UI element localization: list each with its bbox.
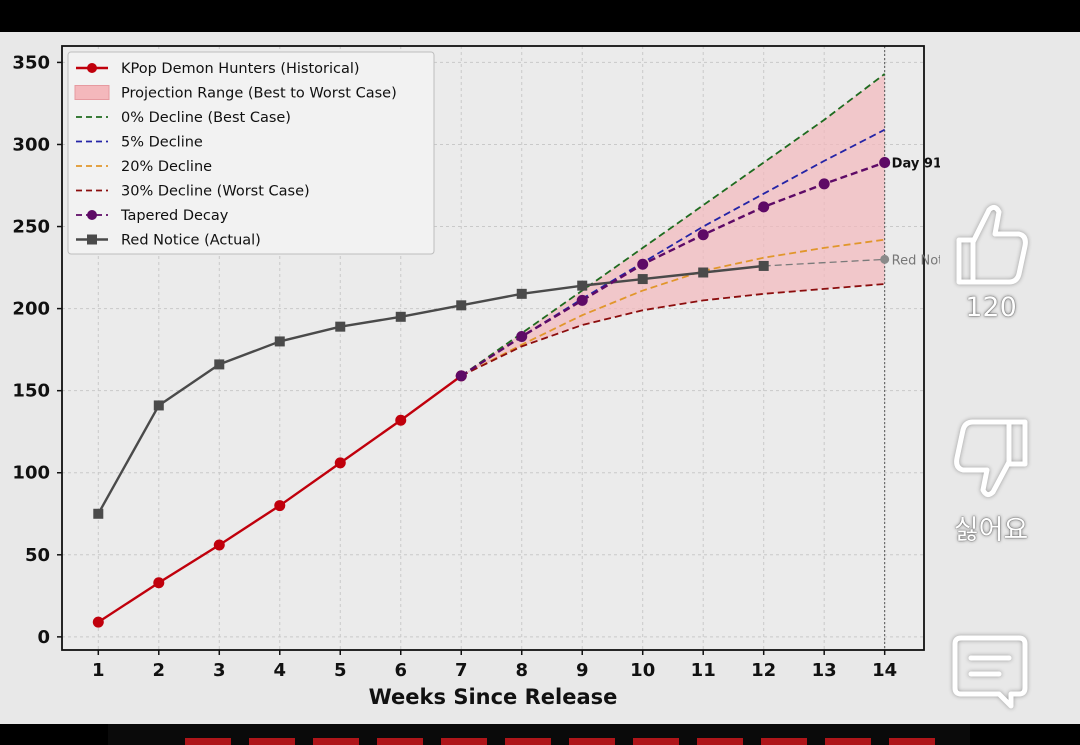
series-markers xyxy=(92,157,891,628)
annotation-red-notice-day-91: Red Notice Day 91: 230 xyxy=(892,253,940,268)
annotation-day-91: Day 91 xyxy=(892,157,940,172)
point-tapered-decay xyxy=(637,258,649,270)
y-tick-label: 300 xyxy=(12,134,50,155)
legend-box xyxy=(67,51,435,255)
annotations: Day 91 Red Notice Day 91: 230 xyxy=(892,157,940,269)
y-tick-label: 100 xyxy=(12,463,50,484)
like-count: 120 xyxy=(965,292,1017,323)
x-tick-label: 13 xyxy=(812,660,837,681)
y-tick-label: 250 xyxy=(12,217,50,238)
x-tick-label: 6 xyxy=(394,660,407,681)
x-tick-label: 7 xyxy=(455,660,468,681)
comment-action[interactable] xyxy=(950,632,1030,712)
point-kpop-demon-hunters-historical xyxy=(334,457,346,469)
point-kpop-demon-hunters-historical xyxy=(92,616,104,628)
point-tapered-decay xyxy=(758,201,770,213)
caption-red-text-partial xyxy=(185,738,945,745)
comment-icon[interactable] xyxy=(951,632,1029,712)
x-tick-label: 4 xyxy=(274,660,287,681)
point-red-notice-actual xyxy=(395,311,406,322)
bottom-black-bar xyxy=(0,724,1080,745)
point-red-notice-actual xyxy=(456,300,467,311)
x-tick-label: 11 xyxy=(691,660,716,681)
dislike-label: 싫어요 xyxy=(953,515,1029,546)
x-tick-label: 10 xyxy=(630,660,655,681)
legend-label: KPop Demon Hunters (Historical) xyxy=(121,61,360,77)
point-red-notice-actual xyxy=(274,336,285,347)
top-black-bar xyxy=(0,0,1080,32)
projection-band xyxy=(461,73,885,376)
series-line-30-decline-worst-case xyxy=(460,283,885,377)
legend-label: 0% Decline (Best Case) xyxy=(121,110,291,126)
y-tick-label: 350 xyxy=(12,52,50,73)
x-tick-label: 1 xyxy=(92,660,105,681)
point-tapered-decay xyxy=(516,331,528,343)
point-kpop-demon-hunters-historical xyxy=(213,539,225,551)
series-line-tapered-decay xyxy=(460,161,886,377)
point-red-notice-actual xyxy=(335,321,346,332)
chart: 1 2 3 4 5 6 7 8 9 10 11 12 13 14050100150200250300350… xyxy=(12,45,940,709)
plot-frame xyxy=(61,45,925,651)
point-red-notice-actual xyxy=(516,288,527,299)
series-line-red-notice-projection xyxy=(763,258,885,267)
point-tapered-decay xyxy=(576,294,588,306)
point-red-notice-actual xyxy=(93,508,104,519)
point-red-notice-day-91 xyxy=(880,254,890,264)
legend-label: 20% Decline xyxy=(121,159,212,175)
legend-label: 30% Decline (Worst Case) xyxy=(121,184,310,200)
like-action[interactable]: 120 xyxy=(948,200,1034,323)
point-tapered-decay xyxy=(455,370,467,382)
point-red-notice-actual xyxy=(698,267,709,278)
x-tick-label: 2 xyxy=(153,660,166,681)
thumbs-down-icon[interactable] xyxy=(951,418,1031,502)
y-tick-label: 50 xyxy=(25,545,50,566)
legend-marker xyxy=(87,63,97,73)
point-kpop-demon-hunters-historical xyxy=(395,414,407,426)
axes-frame xyxy=(57,45,925,655)
legend-label: Tapered Decay xyxy=(120,208,229,224)
dislike-action[interactable]: 싫어요 xyxy=(946,418,1036,547)
y-tick-label: 0 xyxy=(37,627,50,648)
legend-swatch xyxy=(74,85,110,100)
legend-marker xyxy=(87,234,97,245)
legend-label: Projection Range (Best to Worst Case) xyxy=(121,86,397,102)
thumbs-up-icon[interactable] xyxy=(951,200,1031,286)
x-tick-label: 8 xyxy=(515,660,528,681)
series-line-0-decline-best-case xyxy=(460,73,886,377)
point-kpop-demon-hunters-historical xyxy=(274,500,286,512)
x-tick-label: 3 xyxy=(213,660,226,681)
y-tick-label: 200 xyxy=(12,299,50,320)
series-line-20-decline xyxy=(460,238,885,377)
point-tapered-decay xyxy=(697,229,709,241)
point-red-notice-actual xyxy=(637,274,648,285)
point-red-notice-actual xyxy=(758,260,769,271)
x-tick-label: 14 xyxy=(872,660,897,681)
x-tick-label: 5 xyxy=(334,660,347,681)
series-line-red-notice-actual xyxy=(97,264,764,515)
legend-label: 5% Decline xyxy=(121,135,203,151)
x-tick-label: 12 xyxy=(751,660,776,681)
point-tapered-decay xyxy=(818,178,830,190)
point-red-notice-actual xyxy=(214,359,225,370)
x-tick-label: 9 xyxy=(576,660,589,681)
point-red-notice-actual xyxy=(577,280,588,291)
point-tapered-decay xyxy=(879,157,891,169)
point-kpop-demon-hunters-historical xyxy=(153,577,165,589)
legend: KPop Demon Hunters (Historical) Projectio… xyxy=(67,51,435,255)
legend-label: Red Notice (Actual) xyxy=(121,233,261,249)
y-tick-label: 150 xyxy=(12,381,50,402)
legend-marker xyxy=(87,210,97,220)
x-axis-label: Weeks Since Release xyxy=(369,685,618,709)
point-red-notice-actual xyxy=(153,400,164,411)
projection-range-band xyxy=(461,73,885,376)
series-line-5-decline xyxy=(460,128,886,377)
